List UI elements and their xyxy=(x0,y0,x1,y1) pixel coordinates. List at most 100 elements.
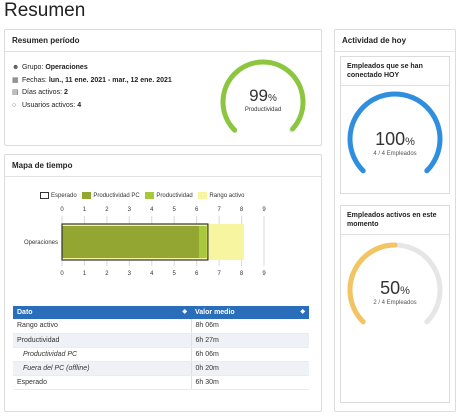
users-value: 4 xyxy=(77,101,82,109)
x-tick-label-top: 6 xyxy=(195,207,199,213)
group-row: ☻ Grupo: Operaciones xyxy=(12,62,172,75)
column-header-dato[interactable]: Dato ◆ xyxy=(13,306,191,319)
table-row: Rango activo 8h 06m xyxy=(13,319,309,334)
productivity-unit: % xyxy=(268,93,277,104)
calendar-days-icon: ▤ xyxy=(12,89,19,96)
summary-panel: Resumen período ☻ Grupo: Operaciones ▦ F… xyxy=(4,29,322,146)
x-tick-label-bottom: 7 xyxy=(217,271,221,277)
x-tick-label-top: 7 xyxy=(217,207,221,213)
row-value: 6h 27m xyxy=(191,333,309,348)
users-icon: ☻ xyxy=(12,64,20,71)
connected-today-gauge xyxy=(347,91,443,174)
legend-label: Esperado xyxy=(51,193,77,200)
bar-productividad-pc xyxy=(62,226,199,258)
days-row: ▤ Días activos: 2 xyxy=(12,87,172,100)
legend-label: Productividad xyxy=(156,193,193,200)
connected-unit: % xyxy=(405,136,415,148)
summary-panel-title: Resumen período xyxy=(5,30,321,52)
productivity-gauge-fill xyxy=(220,59,306,133)
x-tick-label-bottom: 6 xyxy=(195,271,199,277)
row-label: Productividad PC xyxy=(13,347,192,362)
user-icon: ○ xyxy=(12,101,17,109)
connected-value: 100 xyxy=(375,129,406,149)
row-label: Rango activo xyxy=(13,319,192,334)
x-tick-label-bottom: 5 xyxy=(173,271,177,277)
active-now-gauge xyxy=(347,242,443,325)
dates-value: lun., 11 ene. 2021 - mar., 12 ene. 2021 xyxy=(48,76,172,84)
days-value: 2 xyxy=(63,89,68,96)
row-value: 0h 20m xyxy=(191,361,309,376)
row-label: Fuera del PC (offline) xyxy=(13,361,192,376)
time-chart: 0 0 1 1 2 2 3 3 4 4 5 5 6 6 7 7 8 8 9 9 Operaciones xyxy=(24,207,266,277)
x-tick-label-bottom: 3 xyxy=(128,271,132,277)
table-row: Productividad 6h 27m xyxy=(13,333,309,348)
row-value: 6h 06m xyxy=(191,347,309,362)
group-value: Operaciones xyxy=(45,64,88,71)
x-tick-label-bottom: 9 xyxy=(262,271,266,277)
legend-swatch xyxy=(40,192,49,199)
connected-caption: 4 / 4 Empleados xyxy=(373,151,417,157)
column-header-label: Dato xyxy=(17,309,33,316)
connected-today-title: Empleados que se han conectado HOY xyxy=(341,57,449,86)
x-tick-label-bottom: 8 xyxy=(240,271,244,277)
x-tick-label-top: 8 xyxy=(240,207,244,213)
row-label: Productividad xyxy=(13,333,192,348)
active-gauge-fill xyxy=(347,242,398,325)
x-tick-label-bottom: 2 xyxy=(105,271,109,277)
bar-esperado xyxy=(61,223,209,261)
summary-data-table: Dato ◆ Valor medio ◆ Rango activo 8h 06m P… xyxy=(13,306,309,390)
dates-row: ▦ Fechas: lun., 11 ene. 2021 - mar., 12 … xyxy=(12,75,172,88)
connected-gauge-fill xyxy=(347,91,443,174)
x-tick-label-bottom: 1 xyxy=(83,271,87,277)
dates-label: Fechas: xyxy=(21,76,47,84)
legend-item-productividad[interactable]: Productividad xyxy=(145,192,193,200)
active-unit: % xyxy=(400,285,410,297)
activity-panel-title: Actividad de hoy xyxy=(335,30,455,52)
x-tick-label-top: 4 xyxy=(150,207,154,213)
group-label: Grupo: xyxy=(21,64,44,71)
days-label: Días activos: xyxy=(21,89,63,96)
sort-icon: ◆ xyxy=(300,309,305,315)
legend-item-productividad-pc[interactable]: Productividad PC xyxy=(82,192,140,200)
legend-item-rango-activo[interactable]: Rango activo xyxy=(198,192,244,199)
row-label: Esperado xyxy=(13,375,192,390)
productivity-gauge xyxy=(220,59,306,133)
active-caption: 2 / 4 Empleados xyxy=(373,300,417,306)
calendar-icon: ▦ xyxy=(12,76,19,84)
connected-today-card: Empleados que se han conectado HOY 100% … xyxy=(340,56,450,194)
active-now-title: Empleados activos en este momento xyxy=(341,206,449,235)
column-header-valor-medio[interactable]: Valor medio ◆ xyxy=(191,306,309,319)
x-tick-label-top: 2 xyxy=(105,207,109,213)
users-label: Usuarios activos: xyxy=(21,101,76,109)
category-label: Operaciones xyxy=(24,240,58,246)
legend-swatch xyxy=(82,192,92,199)
table-row: Fuera del PC (offline) 0h 20m xyxy=(13,361,309,376)
legend-swatch xyxy=(198,192,208,199)
users-row: ○ Usuarios activos: 4 xyxy=(12,100,172,113)
column-header-label: Valor medio xyxy=(195,309,235,316)
x-tick-label-top: 0 xyxy=(60,207,64,213)
page-title: Resumen xyxy=(4,0,86,21)
table-row: Productividad PC 6h 06m xyxy=(13,347,309,362)
x-tick-label-top: 3 xyxy=(128,207,132,213)
timemap-panel-title: Mapa de tiempo xyxy=(5,155,321,177)
productivity-gauge-text: 99% Productividad xyxy=(218,86,308,113)
x-tick-label-top: 9 xyxy=(262,207,266,213)
active-now-card: Empleados activos en este momento 50% 2 … xyxy=(340,205,450,403)
connected-today-text: 100% 4 / 4 Empleados xyxy=(345,129,445,157)
productivity-label: Productividad xyxy=(244,107,282,113)
row-value: 6h 30m xyxy=(191,375,309,390)
summary-details: ☻ Grupo: Operaciones ▦ Fechas: lun., 11 … xyxy=(12,62,172,112)
active-value: 50 xyxy=(380,278,401,298)
active-now-text: 50% 2 / 4 Empleados xyxy=(345,278,445,306)
legend-label: Rango activo xyxy=(209,193,245,200)
table-row: Esperado 6h 30m xyxy=(13,375,309,390)
productivity-value: 99 xyxy=(249,86,268,105)
sort-icon: ◆ xyxy=(182,309,187,315)
x-tick-label-bottom: 0 xyxy=(60,271,64,277)
chart-legend: Esperado Productividad PC Productividad … xyxy=(40,192,248,199)
x-tick-label-bottom: 4 xyxy=(150,271,154,277)
x-tick-label-top: 5 xyxy=(173,207,177,213)
legend-label: Productividad PC xyxy=(93,193,140,200)
legend-item-esperado[interactable]: Esperado xyxy=(40,192,77,199)
